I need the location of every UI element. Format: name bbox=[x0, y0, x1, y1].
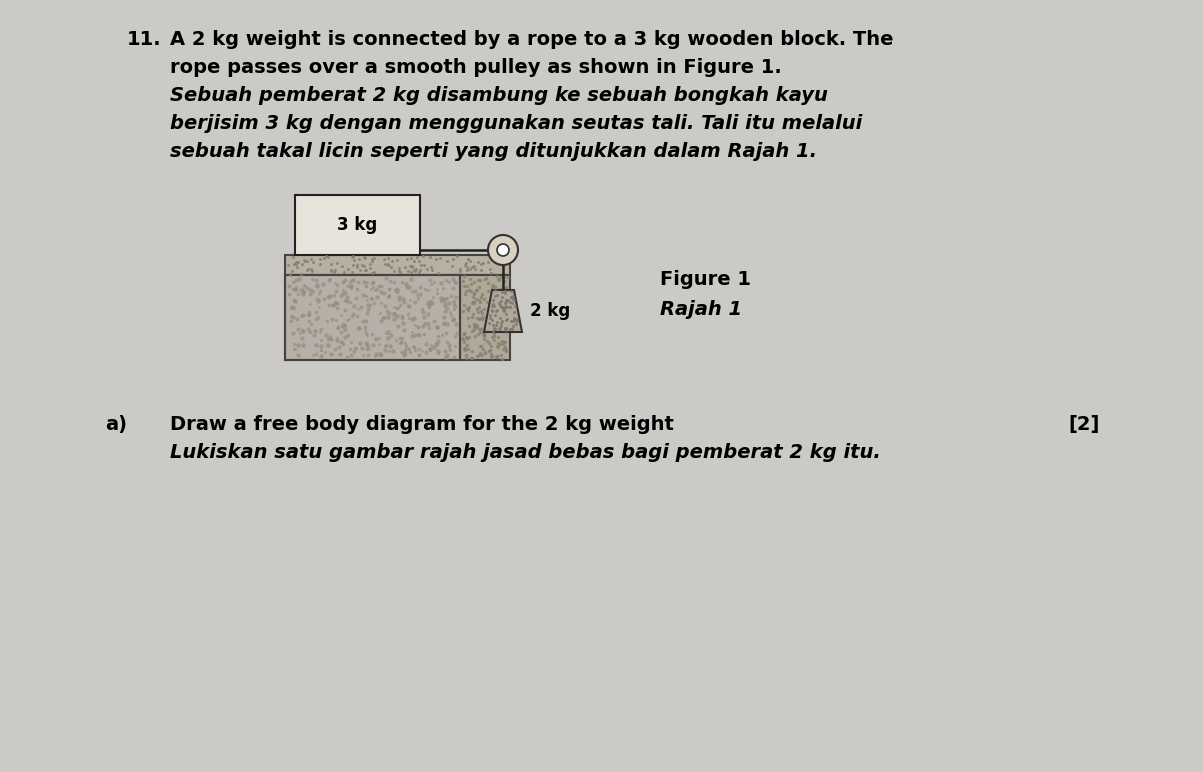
Bar bbox=[460, 275, 510, 360]
Text: rope passes over a smooth pulley as shown in Figure 1.: rope passes over a smooth pulley as show… bbox=[170, 58, 782, 77]
Text: 11.: 11. bbox=[128, 30, 161, 49]
Bar bbox=[285, 255, 510, 275]
Text: berjisim 3 kg dengan menggunakan seutas tali. Tali itu melalui: berjisim 3 kg dengan menggunakan seutas … bbox=[170, 114, 863, 133]
Text: A 2 kg weight is connected by a rope to a 3 kg wooden block. The: A 2 kg weight is connected by a rope to … bbox=[170, 30, 894, 49]
Bar bbox=[295, 195, 420, 255]
Circle shape bbox=[488, 235, 518, 265]
Text: sebuah takal licin seperti yang ditunjukkan dalam Rajah 1.: sebuah takal licin seperti yang ditunjuk… bbox=[170, 142, 817, 161]
Bar bbox=[285, 275, 460, 360]
Text: [2]: [2] bbox=[1068, 415, 1100, 434]
Circle shape bbox=[497, 244, 509, 256]
Text: 2 kg: 2 kg bbox=[531, 302, 570, 320]
Bar bbox=[285, 275, 460, 360]
Text: a): a) bbox=[105, 415, 128, 434]
Text: Figure 1: Figure 1 bbox=[660, 270, 751, 289]
Polygon shape bbox=[484, 290, 522, 332]
Text: Rajah 1: Rajah 1 bbox=[660, 300, 742, 319]
Text: Lukiskan satu gambar rajah jasad bebas bagi pemberat 2 kg itu.: Lukiskan satu gambar rajah jasad bebas b… bbox=[170, 443, 881, 462]
Text: Sebuah pemberat 2 kg disambung ke sebuah bongkah kayu: Sebuah pemberat 2 kg disambung ke sebuah… bbox=[170, 86, 828, 105]
Text: 3 kg: 3 kg bbox=[337, 216, 378, 234]
Text: Draw a free body diagram for the 2 kg weight: Draw a free body diagram for the 2 kg we… bbox=[170, 415, 674, 434]
